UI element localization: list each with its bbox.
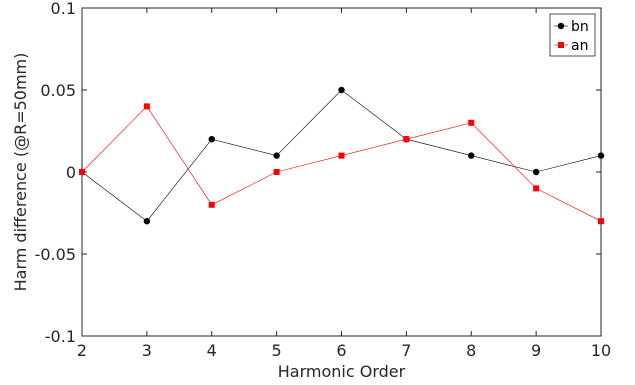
x-axis-label: Harmonic Order: [278, 362, 406, 381]
data-point-bn: [597, 152, 605, 159]
data-point-an: [468, 119, 475, 126]
data-point-bn: [273, 152, 280, 159]
legend-entry-bn: bn: [554, 19, 589, 35]
plot-frame: [81, 7, 602, 337]
legend-label-bn: bn: [571, 19, 589, 35]
data-point-bn: [338, 86, 345, 94]
data-point-an: [79, 169, 85, 175]
y-tick-label: -0.05: [35, 245, 76, 264]
legend-box: [549, 13, 596, 57]
x-tick-label: 5: [272, 341, 282, 360]
data-point-an: [403, 136, 410, 143]
data-point-an: [208, 201, 215, 208]
data-point-an: [533, 185, 540, 192]
y-tick-label: 0.05: [40, 81, 76, 100]
series-an: [79, 103, 604, 225]
data-point-bn: [468, 152, 475, 159]
x-tick-label: 3: [142, 341, 152, 360]
y-tick-label: -0.1: [45, 327, 76, 346]
x-tick-label: 8: [466, 341, 476, 360]
data-point-bn: [208, 136, 215, 143]
legend: bn an: [549, 13, 596, 57]
data-point-an: [338, 152, 345, 159]
plot-area: [81, 7, 602, 337]
data-point-bn: [143, 218, 151, 225]
legend-marker-an: [558, 42, 564, 48]
x-tick-label: 6: [336, 341, 346, 360]
data-point-an: [598, 218, 604, 225]
series-layer: [78, 86, 605, 225]
x-tick-label: 9: [531, 341, 541, 360]
axes: 2 3 4 5 6 7 8 9 10 -0.1 -0.05 0 0.05 0.1: [35, 0, 612, 360]
legend-label-an: an: [571, 38, 588, 54]
data-point-bn: [532, 168, 540, 176]
x-tick-label: 10: [591, 341, 611, 360]
data-point-an: [273, 169, 280, 175]
data-point-an: [143, 103, 150, 110]
y-axis-label: Harm difference (@R=50mm): [11, 53, 30, 292]
y-tick-label: 0.1: [51, 0, 76, 18]
x-tick-label: 2: [77, 341, 87, 360]
x-tick-label: 4: [207, 341, 217, 360]
x-tick-label: 7: [401, 341, 411, 360]
y-tick-label: 0: [66, 163, 76, 182]
legend-entry-an: an: [554, 38, 588, 54]
legend-marker-bn: [557, 22, 565, 30]
